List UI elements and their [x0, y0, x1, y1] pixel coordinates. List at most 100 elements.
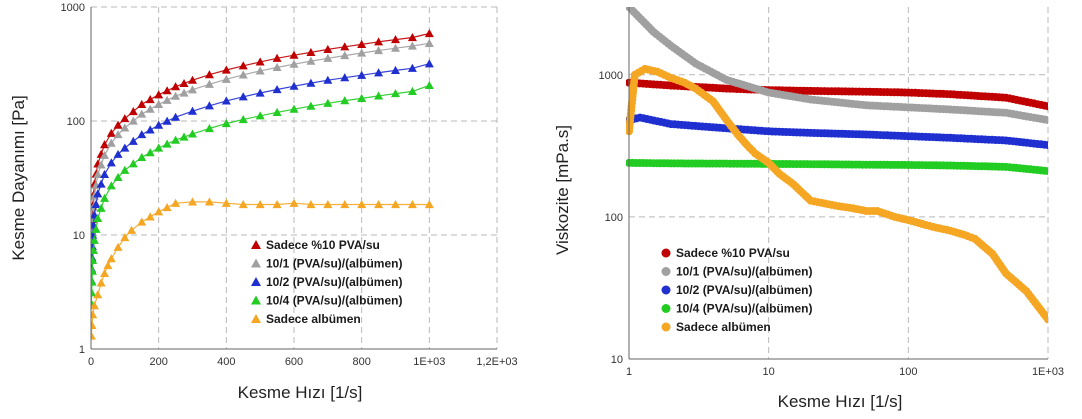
x-tick-label: 0 — [88, 356, 94, 368]
legend-swatch — [251, 277, 261, 286]
series-sadece-alb-men — [626, 64, 1048, 324]
data-point — [96, 278, 106, 287]
legend-item-10-4-pva-su-alb-men: 10/4 (PVA/su)/(albümen) — [661, 302, 812, 316]
data-point — [91, 224, 101, 233]
data-point — [154, 99, 164, 108]
legend-label: Sadece %10 PVA/su — [266, 238, 380, 252]
data-point — [238, 61, 248, 70]
data-point — [323, 44, 333, 53]
data-point — [120, 233, 130, 242]
data-point — [1044, 315, 1048, 324]
data-point — [188, 106, 197, 115]
data-point — [179, 132, 189, 141]
data-point — [255, 66, 265, 75]
data-point — [407, 41, 417, 50]
data-point — [145, 95, 155, 104]
data-point — [106, 138, 116, 147]
data-point — [128, 106, 138, 116]
legend-label: 10/4 (PVA/su)/(albümen) — [266, 294, 402, 308]
data-point — [391, 200, 400, 209]
data-point — [323, 98, 333, 107]
data-point — [221, 65, 231, 74]
x-tick-label: 200 — [149, 356, 167, 368]
data-point — [221, 198, 231, 207]
data-point — [93, 169, 103, 179]
data-point — [154, 143, 164, 152]
data-point — [340, 96, 350, 105]
data-point — [91, 255, 98, 264]
series-10-4-pva-su-alb-men — [626, 158, 1048, 176]
x-tick-label: 800 — [352, 356, 370, 368]
x-tick-label: 1,2E+03 — [476, 356, 517, 368]
legend-label: Sadece albümen — [266, 312, 361, 326]
data-point — [91, 235, 99, 244]
data-point — [289, 81, 299, 90]
data-point — [357, 48, 367, 57]
series-10-1-pva-su-alb-men — [626, 7, 1048, 125]
legend-swatch — [661, 322, 671, 332]
y-tick-label: 1000 — [61, 2, 85, 14]
data-point — [171, 112, 181, 121]
data-point — [188, 85, 197, 94]
y-tick-label: 1 — [79, 344, 85, 356]
data-point — [289, 59, 299, 68]
data-point — [272, 107, 282, 116]
data-point — [204, 70, 214, 79]
data-point — [204, 123, 214, 133]
legend-swatch — [661, 304, 671, 313]
data-point — [357, 200, 367, 209]
data-point — [424, 80, 434, 90]
data-point — [128, 159, 138, 168]
data-point — [137, 152, 147, 161]
data-point — [1044, 167, 1048, 176]
x-tick-label: 400 — [217, 356, 235, 368]
series-10-2-pva-su-alb-men — [91, 59, 434, 284]
data-point — [100, 169, 110, 179]
data-point — [113, 172, 123, 182]
x-tick-label: 100 — [899, 366, 917, 378]
data-point — [120, 165, 130, 174]
data-point — [221, 96, 231, 105]
legend-label: 10/1 (PVA/su)/(albümen) — [676, 265, 812, 279]
data-point — [100, 193, 110, 202]
x-tick-label: 600 — [285, 356, 303, 368]
data-point — [91, 320, 97, 329]
data-point — [120, 143, 130, 152]
data-point — [145, 125, 155, 134]
data-point — [145, 212, 155, 221]
data-point — [91, 288, 97, 297]
data-point — [162, 116, 172, 125]
x-tick-label: 1E+03 — [1032, 366, 1064, 378]
data-point — [145, 148, 155, 157]
data-point — [106, 181, 116, 190]
data-point — [171, 91, 181, 100]
data-point — [306, 47, 316, 56]
data-point — [340, 42, 350, 51]
legend-swatch — [251, 258, 261, 268]
data-point — [91, 301, 99, 310]
data-point — [128, 116, 138, 125]
data-point — [1044, 102, 1048, 111]
data-point — [171, 135, 181, 144]
data-point — [96, 179, 106, 188]
data-point — [127, 225, 137, 234]
data-point — [204, 197, 214, 206]
tick-labels: 0 200 400 600 800 1E+03 1,2E+03 1 10 100 1000 — [61, 2, 518, 368]
data-point — [106, 128, 116, 137]
data-point — [93, 290, 103, 299]
data-point — [106, 254, 116, 263]
data-point — [407, 33, 417, 42]
legend-swatch — [661, 285, 671, 295]
data-point — [255, 88, 265, 97]
data-point — [100, 150, 110, 159]
y-tick-label: 100 — [605, 212, 623, 224]
data-point — [91, 199, 101, 208]
data-point — [162, 202, 172, 212]
data-point — [1044, 141, 1048, 150]
data-point — [306, 101, 316, 110]
data-point — [120, 123, 130, 132]
data-point — [91, 277, 97, 286]
